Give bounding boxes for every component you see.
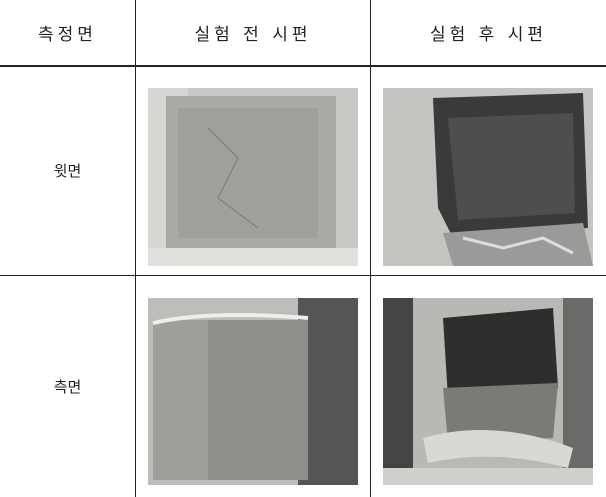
row-label: 측면 (53, 378, 82, 396)
header-cell: 실험 후 시편 (429, 25, 547, 45)
header-cell: 실험 전 시편 (194, 25, 312, 45)
header-cell: 측정면 (38, 25, 97, 45)
photo-before-side (148, 298, 358, 485)
row-rule (0, 275, 606, 276)
photo-after-top (383, 88, 593, 266)
header-rule (0, 65, 606, 67)
row-label: 윗면 (53, 162, 82, 180)
column-rule (135, 0, 136, 497)
photo-after-side (383, 298, 593, 485)
photo-before-top (148, 88, 358, 266)
column-rule (370, 0, 371, 497)
